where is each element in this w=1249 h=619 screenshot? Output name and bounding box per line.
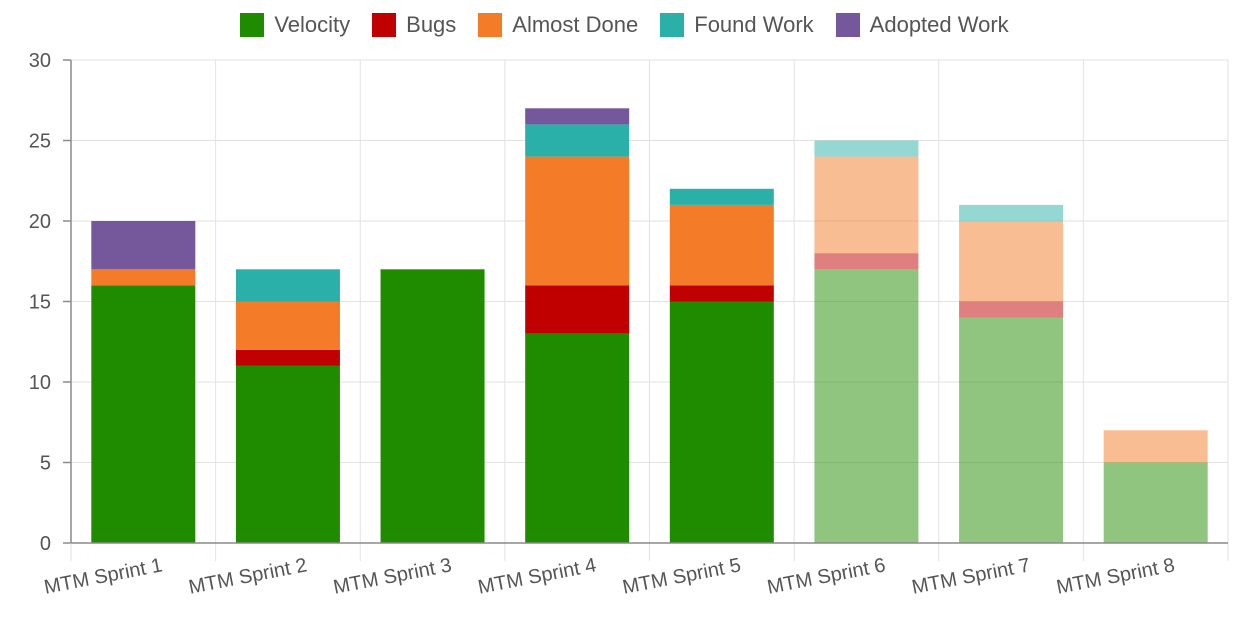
x-tick-label-mtm-sprint-7: MTM Sprint 7 — [910, 554, 1032, 598]
legend-swatch-adopted-work — [835, 13, 860, 37]
bar-almost-done-mtm-sprint-5 — [669, 204, 774, 286]
legend-label-velocity: Velocity — [274, 12, 351, 37]
bar-velocity-mtm-sprint-4 — [525, 333, 630, 543]
legend-swatch-found-work — [660, 13, 685, 37]
legend-label-adopted-work: Adopted Work — [869, 12, 1009, 37]
bar-bugs-mtm-sprint-5 — [669, 285, 774, 302]
bar-found-work-mtm-sprint-5 — [669, 188, 774, 205]
bar-bugs-mtm-sprint-7 — [959, 301, 1064, 318]
bar-velocity-mtm-sprint-8 — [1103, 462, 1208, 543]
legend-item-almost-done[interactable]: Almost Done — [478, 12, 638, 38]
x-tick-label-mtm-sprint-1: MTM Sprint 1 — [42, 554, 164, 598]
bar-adopted-work-mtm-sprint-4 — [525, 108, 630, 125]
x-tick-label-mtm-sprint-3: MTM Sprint 3 — [331, 554, 453, 598]
legend: Velocity Bugs Almost Done Found Work Ado… — [0, 12, 1249, 38]
y-tick-label-30: 30 — [29, 50, 51, 72]
bar-found-work-mtm-sprint-6 — [814, 140, 919, 157]
legend-item-bugs[interactable]: Bugs — [372, 12, 456, 38]
bar-almost-done-mtm-sprint-8 — [1103, 430, 1208, 463]
bar-velocity-mtm-sprint-7 — [959, 317, 1064, 543]
x-tick-label-mtm-sprint-2: MTM Sprint 2 — [187, 554, 309, 598]
bar-almost-done-mtm-sprint-1 — [91, 269, 196, 286]
legend-item-adopted-work[interactable]: Adopted Work — [835, 12, 1009, 38]
bar-bugs-mtm-sprint-6 — [814, 253, 919, 270]
bar-velocity-mtm-sprint-1 — [91, 285, 196, 543]
bar-found-work-mtm-sprint-2 — [235, 269, 340, 302]
bar-velocity-mtm-sprint-2 — [235, 365, 340, 543]
bar-almost-done-mtm-sprint-7 — [959, 221, 1064, 302]
bar-found-work-mtm-sprint-7 — [959, 204, 1064, 221]
y-tick-label-15: 15 — [29, 292, 51, 314]
legend-label-almost-done: Almost Done — [512, 12, 639, 37]
y-tick-label-25: 25 — [29, 131, 51, 153]
bar-almost-done-mtm-sprint-2 — [235, 301, 340, 350]
x-tick-label-mtm-sprint-6: MTM Sprint 6 — [765, 554, 887, 598]
legend-label-bugs: Bugs — [406, 12, 457, 37]
bar-velocity-mtm-sprint-5 — [669, 301, 774, 543]
bar-almost-done-mtm-sprint-6 — [814, 156, 919, 254]
bar-adopted-work-mtm-sprint-1 — [91, 221, 196, 270]
bar-velocity-mtm-sprint-6 — [814, 269, 919, 543]
y-tick-label-10: 10 — [29, 372, 51, 394]
bar-bugs-mtm-sprint-2 — [235, 349, 340, 366]
bar-bugs-mtm-sprint-4 — [525, 285, 630, 334]
legend-swatch-velocity — [240, 13, 265, 37]
y-tick-label-0: 0 — [40, 533, 51, 555]
legend-swatch-bugs — [372, 13, 397, 37]
bar-velocity-mtm-sprint-3 — [380, 269, 485, 543]
y-tick-label-20: 20 — [29, 211, 51, 233]
x-tick-label-mtm-sprint-8: MTM Sprint 8 — [1055, 554, 1177, 598]
legend-label-found-work: Found Work — [694, 12, 814, 37]
legend-swatch-almost-done — [478, 13, 503, 37]
bar-found-work-mtm-sprint-4 — [525, 124, 630, 157]
y-tick-label-5: 5 — [40, 453, 51, 475]
bar-almost-done-mtm-sprint-4 — [525, 156, 630, 286]
x-tick-label-mtm-sprint-5: MTM Sprint 5 — [621, 554, 743, 598]
x-tick-label-mtm-sprint-4: MTM Sprint 4 — [476, 554, 598, 598]
legend-item-found-work[interactable]: Found Work — [660, 12, 814, 38]
legend-item-velocity[interactable]: Velocity — [240, 12, 350, 38]
